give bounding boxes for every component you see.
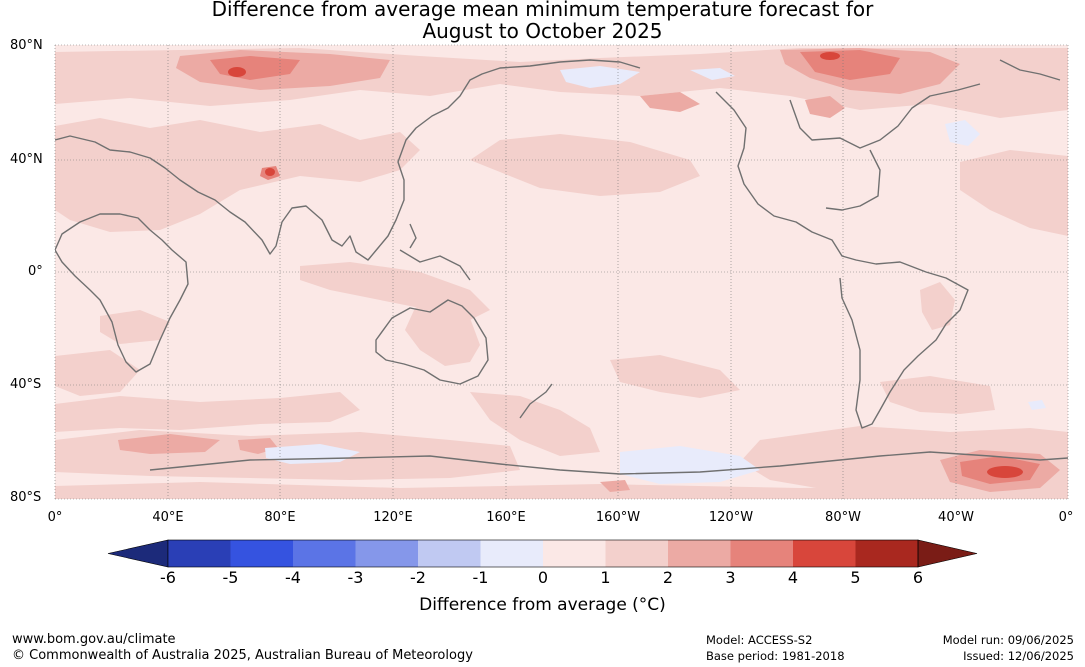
colorbar-tick-label: 4 <box>787 568 799 587</box>
colorbar-tick-label: 0 <box>537 568 549 587</box>
anomaly-band-4-5 <box>228 52 1023 478</box>
lat-label-40n: 40°N <box>10 152 43 167</box>
colorbar-segment <box>668 540 731 567</box>
lon-label-0-left: 0° <box>47 510 63 525</box>
footer-url[interactable]: www.bom.gov.au/climate <box>12 632 176 647</box>
colorbar-segment <box>293 540 356 567</box>
lon-label-120w: 120°W <box>708 510 754 525</box>
colorbar-segment <box>355 540 419 567</box>
lon-label-40w: 40°W <box>938 510 974 525</box>
lat-label-80s: 80°S <box>10 490 42 505</box>
colorbar-tick-label: -6 <box>160 568 176 587</box>
lon-label-160e: 160°E <box>486 510 526 525</box>
lon-label-0-right: 0° <box>1058 510 1074 525</box>
colorbar <box>107 539 978 568</box>
colorbar-segment <box>855 540 919 567</box>
footer-copyright: © Commonwealth of Australia 2025, Austra… <box>12 648 473 663</box>
lon-label-40e: 40°E <box>152 510 184 525</box>
lon-label-80w: 80°W <box>825 510 861 525</box>
map-title-line1: Difference from average mean minimum tem… <box>211 0 874 21</box>
lat-label-40s: 40°S <box>10 377 42 392</box>
colorbar-extend-high <box>917 539 978 568</box>
footer-model-run: Model run: 09/06/2025 <box>942 633 1074 647</box>
colorbar-tick-label: -3 <box>347 568 364 587</box>
colorbar-segment <box>543 540 606 567</box>
colorbar-tick-label: 6 <box>912 568 924 587</box>
colorbar-tick-label: -1 <box>472 568 489 587</box>
map-title-line2: August to October 2025 <box>422 19 663 43</box>
anomaly-band-1-2 <box>55 48 1068 499</box>
anomaly-band-0-minus1 <box>265 66 1046 484</box>
lat-label-80n: 80°N <box>10 38 43 53</box>
colorbar-tick-label: -2 <box>410 568 426 587</box>
lon-label-120e: 120°E <box>373 510 413 525</box>
colorbar-segment <box>605 540 669 567</box>
colorbar-segment <box>793 540 856 567</box>
colorbar-tick-label: -4 <box>285 568 301 587</box>
colorbar-tick-label: 2 <box>662 568 674 587</box>
colorbar-label: Difference from average (°C) <box>419 595 666 615</box>
colorbar-tick-label: -5 <box>222 568 239 587</box>
colorbar-segment <box>480 540 544 567</box>
colorbar-tick-label: 3 <box>725 568 736 587</box>
colorbar-tick-label: 1 <box>600 568 611 587</box>
colorbar-tick-label: 5 <box>850 568 861 587</box>
colorbar-segment <box>168 540 231 567</box>
lon-label-80e: 80°E <box>264 510 296 525</box>
colorbar-extend-low <box>107 539 169 568</box>
footer-base-period: Base period: 1981-2018 <box>706 649 845 663</box>
colorbar-segment <box>230 540 294 567</box>
footer-issued: Issued: 12/06/2025 <box>963 649 1074 663</box>
lat-label-equator: 0° <box>28 264 43 279</box>
colorbar-outline <box>167 539 919 568</box>
colorbar-segment <box>730 540 794 567</box>
footer-model: Model: ACCESS-S2 <box>706 633 813 647</box>
coastlines <box>55 59 1068 475</box>
colorbar-segment <box>418 540 481 567</box>
lon-label-160w: 160°W <box>595 510 641 525</box>
graticule <box>54 44 1069 500</box>
